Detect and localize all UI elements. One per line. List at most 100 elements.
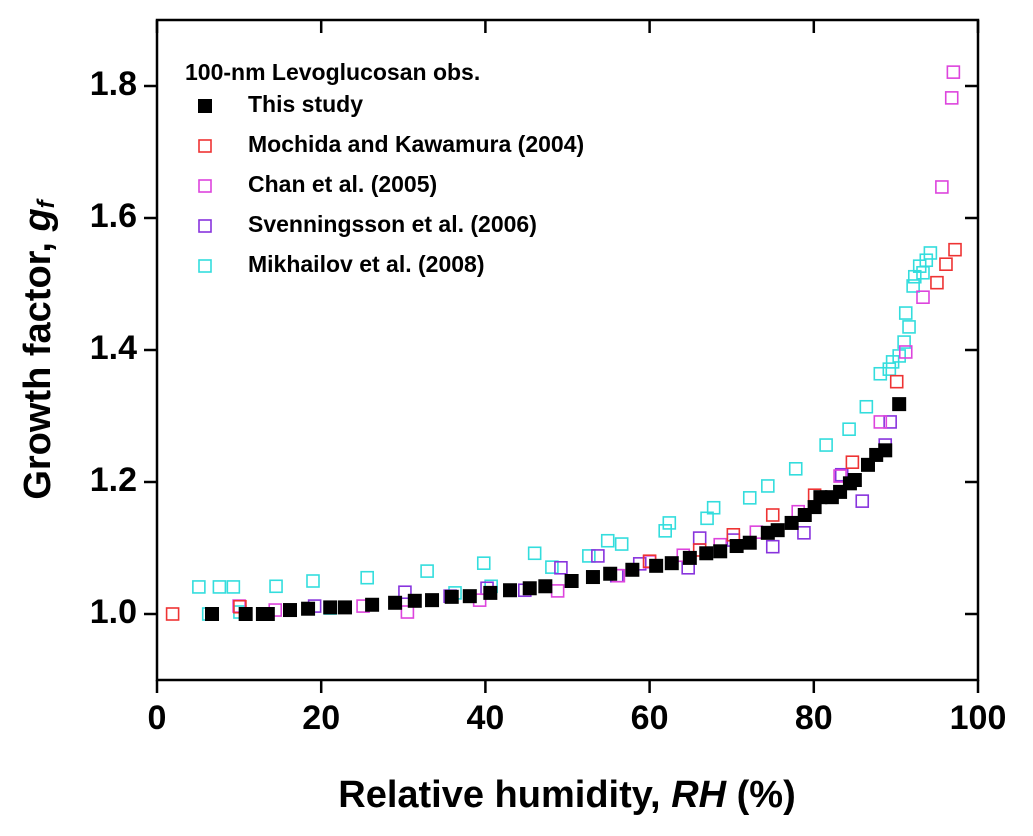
data-point — [948, 242, 962, 257]
data-point — [919, 253, 934, 268]
legend-label: This study — [248, 91, 363, 117]
data-point — [603, 566, 618, 581]
data-point — [591, 549, 605, 563]
data-point — [916, 290, 930, 305]
data-point — [664, 556, 679, 571]
data-point — [939, 257, 953, 272]
data-point — [946, 65, 961, 79]
legend-label: Mochida and Kawamura (2004) — [248, 131, 584, 157]
data-point — [883, 415, 897, 429]
data-point — [713, 544, 728, 559]
data-point — [503, 583, 518, 598]
data-point — [192, 580, 206, 594]
y-label-var: g — [17, 208, 59, 232]
data-point — [742, 535, 757, 550]
data-point — [283, 603, 298, 618]
data-point — [338, 600, 353, 615]
x-tick-label: 40 — [466, 699, 504, 737]
legend-label: Chan et al. (2005) — [248, 171, 437, 197]
data-point — [407, 593, 422, 608]
data-point — [238, 607, 253, 621]
data-point — [897, 335, 911, 349]
data-point — [545, 560, 559, 574]
data-point — [614, 537, 629, 551]
data-point — [564, 574, 579, 588]
data-point — [819, 438, 833, 452]
x-label-var: RH — [671, 774, 727, 816]
data-point — [834, 467, 849, 482]
data-point — [729, 539, 744, 554]
x-label-unit: (%) — [726, 774, 796, 816]
data-point — [625, 562, 640, 577]
y-tick-label: 1.8 — [90, 65, 137, 103]
data-point — [898, 306, 913, 320]
data-point — [649, 558, 664, 573]
data-point — [935, 180, 949, 194]
data-point — [400, 605, 415, 619]
data-point — [797, 526, 811, 540]
data-point — [882, 362, 897, 376]
data-point — [398, 585, 412, 600]
data-point — [527, 546, 542, 561]
data-point — [907, 269, 922, 284]
data-point — [923, 246, 938, 260]
data-point — [845, 455, 860, 470]
data-point — [898, 345, 913, 359]
x-axis-label: Relative humidity, RH (%) — [338, 774, 795, 816]
data-point — [483, 585, 498, 600]
data-point — [761, 479, 775, 493]
data-point — [692, 531, 707, 545]
x-tick-label: 60 — [631, 699, 669, 737]
data-point — [582, 549, 596, 563]
data-point — [892, 397, 907, 412]
x-tick-label: 80 — [795, 699, 833, 737]
data-point — [260, 607, 275, 621]
data-point — [522, 581, 537, 596]
legend-marker — [198, 99, 212, 113]
data-point — [765, 508, 780, 522]
data-point — [706, 500, 721, 515]
data-point — [765, 539, 780, 554]
data-point — [742, 491, 757, 505]
data-point — [873, 366, 888, 381]
y-label-text: Growth factor, — [17, 232, 59, 500]
data-point — [902, 320, 916, 334]
y-tick-label: 1.4 — [90, 329, 137, 367]
data-point — [658, 524, 672, 538]
data-point — [550, 584, 565, 598]
data-point — [847, 473, 862, 488]
data-point — [889, 374, 904, 389]
data-point — [269, 579, 283, 594]
legend-label: Svenningsson et al. (2006) — [248, 211, 537, 237]
data-point — [462, 589, 477, 604]
data-point — [878, 443, 893, 458]
data-point — [205, 607, 220, 621]
data-point — [833, 469, 847, 483]
data-point — [306, 574, 320, 588]
data-point — [444, 589, 459, 604]
data-point — [859, 399, 874, 414]
legend-marker — [198, 259, 212, 273]
data-point — [554, 560, 568, 575]
data-point — [212, 580, 227, 594]
data-point — [770, 523, 785, 538]
x-tick-label: 20 — [302, 699, 340, 737]
y-tick-label: 1.0 — [90, 593, 137, 631]
data-point — [388, 595, 403, 610]
legend-title: 100-nm Levoglucosan obs. — [185, 59, 480, 85]
x-tick-label: 0 — [148, 699, 167, 737]
data-point — [226, 580, 241, 594]
data-point — [944, 91, 959, 105]
legend-marker — [198, 139, 212, 153]
data-point — [165, 607, 180, 621]
data-point — [365, 597, 380, 612]
data-point — [323, 600, 338, 615]
data-point — [855, 494, 870, 508]
data-point — [906, 279, 920, 293]
data-point — [682, 550, 697, 565]
y-axis-label: Growth factor, gf — [17, 198, 60, 499]
data-point — [842, 422, 856, 437]
data-point — [600, 533, 615, 548]
data-point — [813, 490, 828, 505]
